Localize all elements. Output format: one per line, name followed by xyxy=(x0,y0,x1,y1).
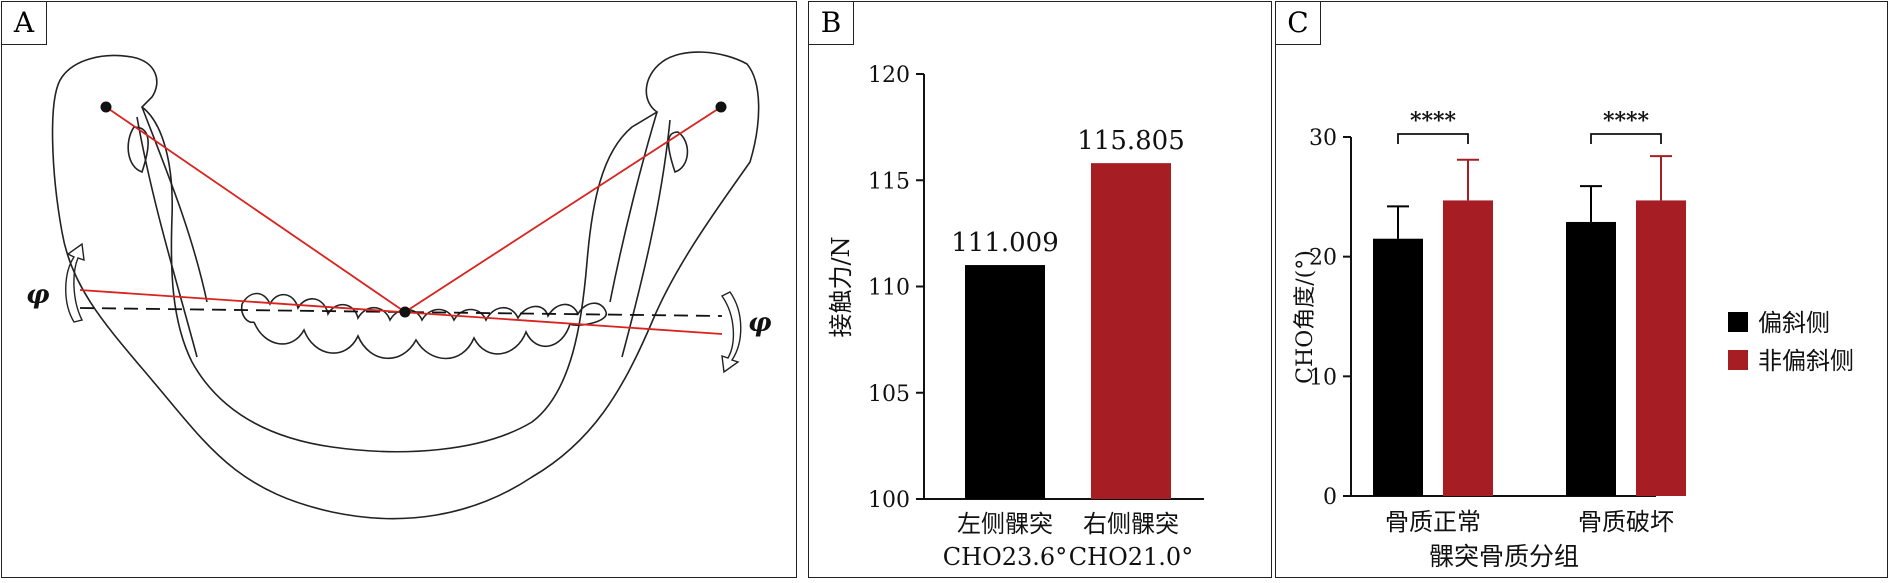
legend-label: 非偏斜侧 xyxy=(1758,347,1854,375)
legend-swatch xyxy=(1728,312,1748,332)
incisal-point xyxy=(399,306,411,318)
y-tick-label: 100 xyxy=(868,488,910,513)
panel-c-label: C xyxy=(1275,1,1321,45)
bar-value-label: 115.805 xyxy=(1077,126,1185,156)
y-tick-label: 30 xyxy=(1309,126,1337,151)
y-tick-label: 120 xyxy=(868,63,910,88)
x-category-sublabel: CHO23.6° xyxy=(943,543,1067,571)
significance-bracket xyxy=(1397,133,1469,144)
y-tick-label: 110 xyxy=(868,276,910,301)
contact-force-chart: 100 105 110 115 120 接触力/N 111.009 左侧髁突 CHO23.6° 1… xyxy=(827,63,1204,571)
rotation-arrow-left-icon xyxy=(65,242,85,323)
bar xyxy=(965,265,1045,499)
panel-a: A xyxy=(1,1,797,578)
x-category-label: 骨质正常 xyxy=(1385,508,1481,536)
panel-a-label: A xyxy=(1,1,47,45)
significance-bracket xyxy=(1590,133,1662,144)
significance-label: **** xyxy=(1410,108,1457,134)
legend-swatch xyxy=(1728,350,1748,370)
left-condyle-point xyxy=(100,101,112,113)
right-condyle-point xyxy=(715,101,727,113)
phi-left-label: φ xyxy=(26,280,50,310)
x-category-label: 骨质破坏 xyxy=(1578,508,1674,536)
bar xyxy=(1636,200,1686,496)
bar xyxy=(1091,163,1171,500)
mandible-diagram xyxy=(51,51,760,520)
x-category-sublabel: CHO21.0° xyxy=(1069,543,1193,571)
phi-right-label: φ xyxy=(748,308,772,338)
mandible-outline xyxy=(51,51,760,520)
bar-value-label: 111.009 xyxy=(951,228,1059,258)
y-tick-label: 10 xyxy=(1309,365,1337,390)
x-category-label: 左侧髁突 xyxy=(957,510,1053,538)
y-tick-label: 0 xyxy=(1323,485,1337,510)
significance-label: **** xyxy=(1603,108,1650,134)
bar xyxy=(1443,200,1493,496)
y-axis-label: CHO角度/(°) xyxy=(1293,250,1318,384)
y-tick-label: 105 xyxy=(868,382,910,407)
bar xyxy=(1373,238,1423,496)
rotation-arrow-right-icon xyxy=(720,291,742,374)
y-axis-label: 接触力/N xyxy=(827,236,855,337)
bar xyxy=(1566,221,1616,497)
x-category-label: 右侧髁突 xyxy=(1083,510,1179,538)
y-tick-label: 115 xyxy=(868,169,910,194)
panel-c: C 0 10 20 30 CHO角度/(°) **** 骨质正常 **** 骨质破坏髁突骨质分组… xyxy=(1275,1,1888,578)
panel-b-label: B xyxy=(808,1,854,45)
legend-label: 偏斜侧 xyxy=(1758,309,1830,337)
y-tick-label: 20 xyxy=(1309,246,1337,271)
x-axis-label: 髁突骨质分组 xyxy=(1429,542,1579,571)
force-lines xyxy=(79,106,723,335)
panel-b: B 100 105 110 115 120 接触力/N 111.009 左侧髁突 CHO23.6… xyxy=(808,1,1272,578)
